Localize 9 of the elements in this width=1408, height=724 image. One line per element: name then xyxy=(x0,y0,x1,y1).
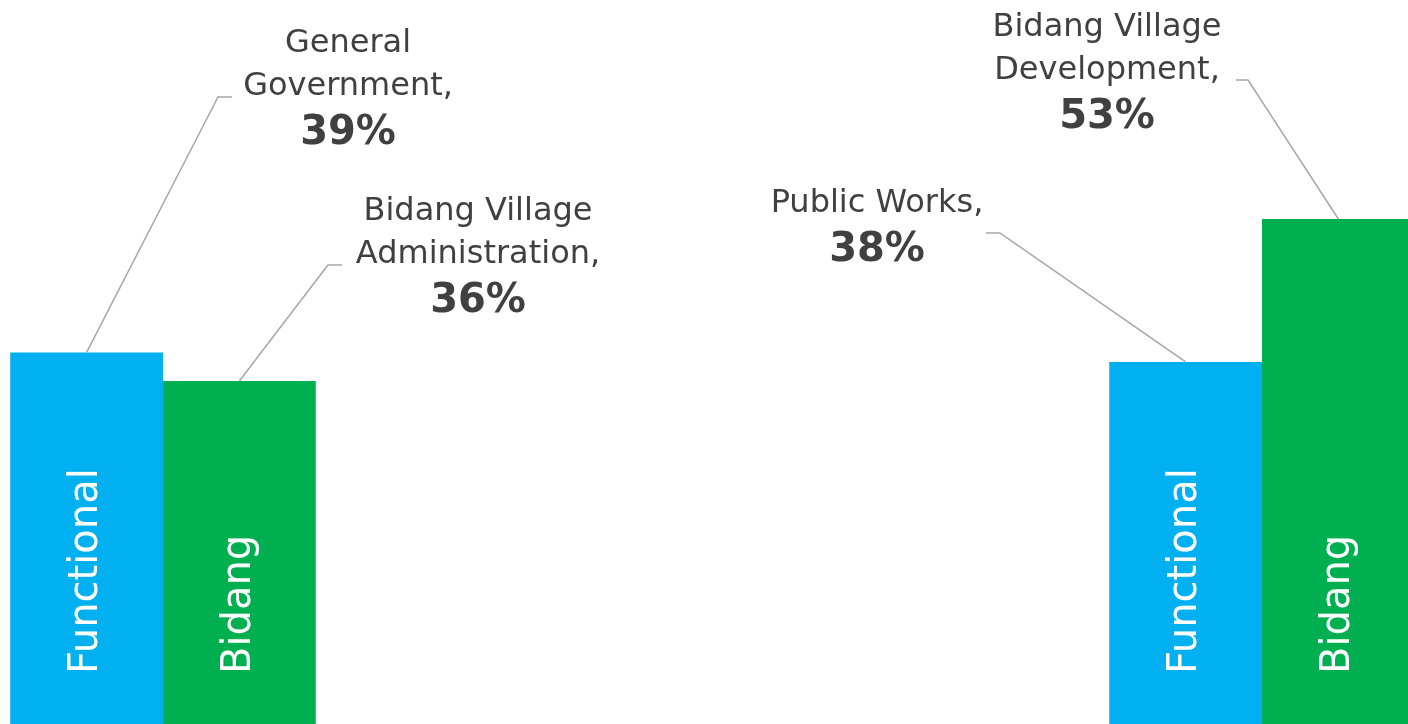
data-label: Bidang Village Administration, 36% xyxy=(355,190,601,322)
data-label: General Government, 39% xyxy=(243,22,453,154)
text: Bidang xyxy=(212,534,259,674)
series-label: Bidang xyxy=(1311,534,1358,674)
bar xyxy=(10,352,163,724)
data-label: Public Works, 38% xyxy=(770,182,984,271)
series-label: Functional xyxy=(1159,468,1206,674)
text: Functional xyxy=(60,468,107,674)
data-label: Bidang Village Development, 53% xyxy=(992,6,1222,138)
